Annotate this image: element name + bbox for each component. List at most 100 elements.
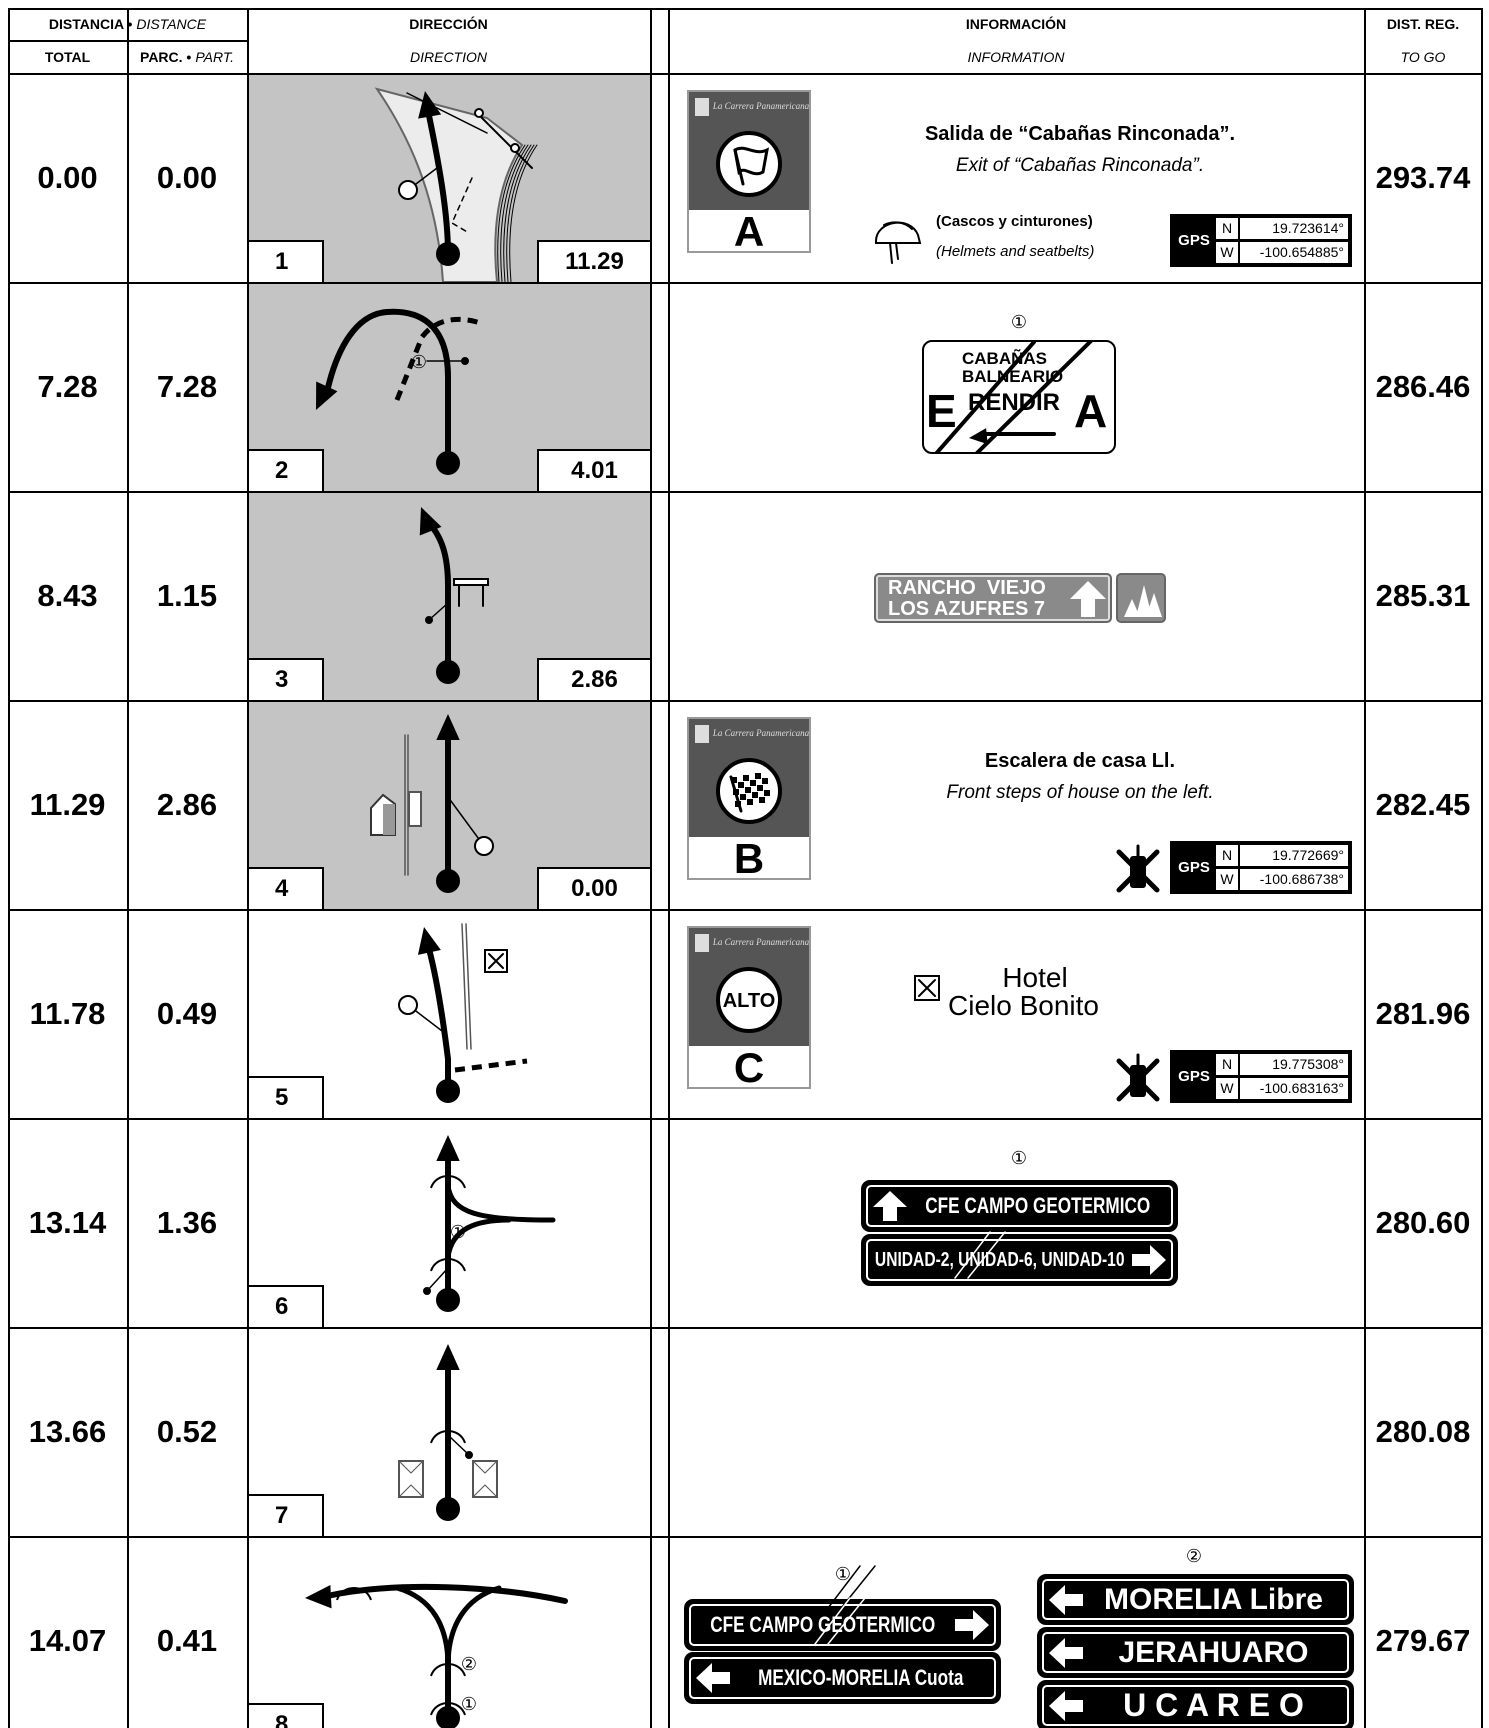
arrowhead — [418, 91, 442, 119]
graphic — [1124, 585, 1162, 617]
instruction-number: 5 — [247, 1076, 324, 1120]
header-text: TO GO — [1400, 48, 1446, 65]
gps-value: -100.654885° — [1240, 242, 1348, 263]
arrowhead — [969, 428, 988, 445]
header-text: TOTAL — [44, 48, 91, 65]
graphic — [1070, 581, 1106, 617]
rule — [668, 8, 670, 1728]
flag-square — [752, 792, 758, 798]
sign-plate: CFE CAMPO GEOTERMICO — [863, 1182, 1176, 1230]
info-subtitle: Front steps of house on the left. — [946, 782, 1214, 803]
stage-card: La Carrera Panamericana B — [687, 717, 811, 880]
arrowhead — [305, 1585, 332, 1609]
partial-distance: 0.00 — [156, 160, 218, 195]
rule — [1481, 8, 1483, 1728]
instruction-number: 4 — [247, 867, 324, 911]
sign-plate: MEXICO-MORELIA Cuota — [686, 1654, 999, 1702]
graphic — [954, 1231, 1006, 1279]
route — [934, 342, 1093, 452]
header-cell: INFORMATION — [668, 40, 1364, 73]
flag-square — [750, 780, 756, 786]
flag-square — [762, 778, 768, 784]
total-distance: 13.66 — [28, 1414, 107, 1449]
graphic — [398, 923, 528, 1103]
route — [426, 946, 451, 1094]
route — [461, 923, 468, 1050]
marker — [436, 1497, 460, 1521]
distance-to-go: 285.31 — [1375, 578, 1471, 613]
graphic — [370, 714, 494, 893]
rule — [8, 8, 10, 1728]
gps-axis: N — [1216, 1054, 1238, 1075]
flag-square — [738, 782, 744, 788]
route — [488, 953, 504, 969]
graphic: ②① — [305, 1583, 568, 1728]
graphic — [1132, 1245, 1166, 1275]
info-subtitle: Exit of “Cabañas Rinconada”. — [955, 155, 1205, 176]
flag-square — [755, 773, 761, 779]
sign-plate: U C A R E O — [1039, 1682, 1352, 1728]
route — [918, 979, 936, 997]
graphic: La Carrera Panamericana ALTO — [695, 934, 810, 1033]
header-text: DISTANCE — [136, 16, 207, 32]
sign-arrow — [696, 1663, 730, 1693]
partial-distance: 1.15 — [156, 578, 218, 613]
arrowhead — [436, 714, 460, 740]
header-cell: DIST. REG. — [1364, 8, 1482, 40]
graphic: ① — [423, 1135, 556, 1312]
header-text: INFORMATION — [967, 48, 1065, 65]
route — [394, 316, 484, 401]
instruction-number: 7 — [247, 1494, 324, 1538]
route — [883, 221, 913, 264]
rule — [8, 1536, 1483, 1538]
marker — [398, 995, 418, 1015]
graphic — [374, 87, 538, 282]
logo-text: La Carrera Panamericana — [712, 101, 810, 111]
header-text: PARC. • — [140, 48, 192, 65]
sign-arrow — [1049, 1637, 1083, 1668]
marker — [436, 1079, 460, 1103]
crossing — [430, 1430, 466, 1444]
sign-text: JERAHUARO — [1118, 1636, 1309, 1669]
graphic — [934, 342, 1093, 452]
header-text: INFORMACIÓN — [965, 16, 1067, 32]
header-cell: PARC. • PART. — [127, 40, 247, 73]
route — [451, 177, 473, 234]
gps-axis: N — [1216, 218, 1238, 239]
arrowhead — [436, 1344, 460, 1370]
house-side — [383, 804, 395, 835]
marker — [436, 451, 460, 475]
gps-box: GPS N 19.775308° W -100.683163° — [1170, 1050, 1352, 1103]
sign-ref: ① — [834, 1564, 852, 1585]
marker — [436, 660, 460, 684]
marker — [423, 1287, 431, 1295]
graphic — [419, 507, 489, 684]
diagram-label: ① — [411, 352, 427, 373]
route — [426, 1267, 449, 1292]
road-sign: CABAÑAS BALNEARIO E RENDIR A — [922, 340, 1116, 454]
rule — [8, 282, 1483, 284]
route — [814, 1597, 866, 1645]
total-distance: 14.07 — [28, 1623, 107, 1658]
hotel-line: Cielo Bonito — [948, 990, 1099, 1021]
sign-arrow — [1132, 1245, 1166, 1275]
marker — [436, 1288, 460, 1312]
sign-plate-border — [689, 1604, 996, 1646]
arrowhead — [419, 507, 442, 536]
route — [500, 144, 529, 282]
route — [424, 518, 451, 675]
gps-box: GPS N 19.723614° W -100.654885° — [1170, 214, 1352, 267]
flag-square — [759, 797, 765, 803]
instruction-number: 3 — [247, 658, 324, 702]
total-distance: 11.78 — [29, 996, 106, 1031]
graphic — [1116, 1053, 1160, 1102]
sign-arrow — [1049, 1690, 1083, 1721]
route — [454, 1058, 528, 1073]
stage-emblem — [716, 967, 782, 1033]
route — [398, 1460, 424, 1498]
sign-text: MORELIA Libre — [1104, 1583, 1323, 1616]
helmet — [875, 221, 922, 244]
diagram-label: ① — [461, 1694, 477, 1715]
gps-box: GPS N 19.772669° W -100.686738° — [1170, 841, 1352, 894]
